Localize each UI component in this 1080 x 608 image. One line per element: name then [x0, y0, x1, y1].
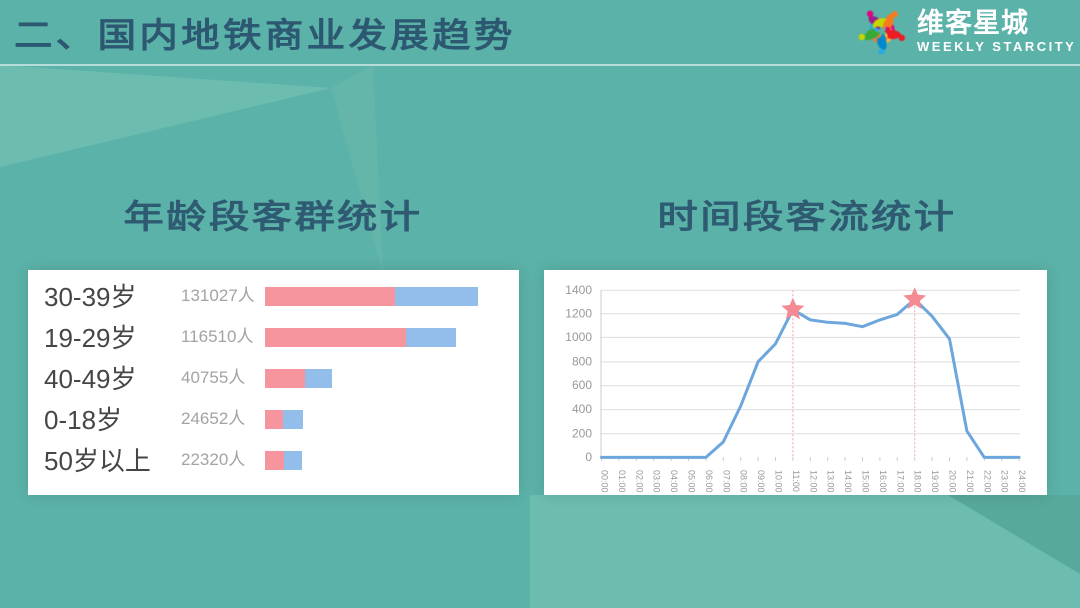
svg-text:1400: 1400: [565, 283, 592, 297]
svg-text:1200: 1200: [565, 307, 592, 321]
svg-text:08:00: 08:00: [739, 470, 749, 493]
svg-text:14:00: 14:00: [843, 470, 853, 493]
svg-text:400: 400: [572, 402, 592, 416]
svg-text:03:00: 03:00: [652, 470, 662, 493]
svg-text:10:00: 10:00: [774, 470, 784, 493]
svg-text:07:00: 07:00: [721, 470, 731, 493]
svg-text:12:00: 12:00: [808, 470, 818, 493]
svg-text:800: 800: [572, 355, 592, 369]
svg-text:09:00: 09:00: [756, 470, 766, 493]
svg-text:06:00: 06:00: [704, 470, 714, 493]
svg-text:18:00: 18:00: [913, 470, 923, 493]
svg-text:13:00: 13:00: [826, 470, 836, 493]
svg-text:21:00: 21:00: [965, 470, 975, 493]
svg-text:00:00: 00:00: [600, 470, 610, 493]
svg-text:24:00: 24:00: [1017, 470, 1027, 493]
svg-text:0: 0: [585, 450, 592, 464]
svg-text:02:00: 02:00: [634, 470, 644, 493]
svg-text:04:00: 04:00: [669, 470, 679, 493]
svg-text:200: 200: [572, 427, 592, 441]
svg-text:15:00: 15:00: [861, 470, 871, 493]
svg-text:16:00: 16:00: [878, 470, 888, 493]
svg-text:19:00: 19:00: [930, 470, 940, 493]
svg-text:11:00: 11:00: [791, 470, 801, 492]
svg-text:05:00: 05:00: [687, 470, 697, 493]
svg-text:600: 600: [572, 378, 592, 392]
svg-text:1000: 1000: [565, 330, 592, 344]
svg-text:23:00: 23:00: [1000, 470, 1010, 493]
svg-text:01:00: 01:00: [617, 470, 627, 493]
svg-text:17:00: 17:00: [895, 470, 905, 493]
svg-text:20:00: 20:00: [948, 470, 958, 493]
svg-text:22:00: 22:00: [982, 470, 992, 493]
